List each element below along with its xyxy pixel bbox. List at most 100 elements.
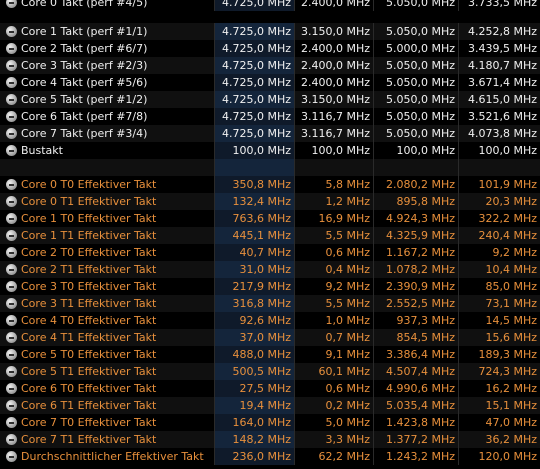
- sensor-label: Core 6 T0 Effektiver Takt: [21, 382, 157, 395]
- table-row[interactable]: Core 4 T0 Effektiver Takt 92,6 MHz 1,0 M…: [0, 312, 540, 329]
- table-row[interactable]: Core 6 T1 Effektiver Takt 19,4 MHz 0,2 M…: [0, 397, 540, 414]
- table-row[interactable]: Core 5 Takt (perf #1/2) 4.725,0 MHz 3.15…: [0, 91, 540, 108]
- collapse-minus-icon[interactable]: [6, 77, 17, 88]
- collapse-minus-icon[interactable]: [6, 434, 17, 445]
- current-value: 500,5 MHz: [214, 363, 294, 380]
- collapse-minus-icon[interactable]: [6, 451, 17, 462]
- max-value: 5.050,0 MHz: [373, 125, 458, 142]
- table-row[interactable]: Core 7 T1 Effektiver Takt 148,2 MHz 3,3 …: [0, 431, 540, 448]
- min-value: 9,1 MHz: [294, 346, 373, 363]
- collapse-minus-icon[interactable]: [6, 247, 17, 258]
- max-value: 100,0 MHz: [373, 142, 458, 159]
- sensor-label: Core 7 T1 Effektiver Takt: [21, 433, 157, 446]
- collapse-minus-icon[interactable]: [6, 0, 17, 8]
- table-row[interactable]: Core 4 Takt (perf #5/6) 4.725,0 MHz 2.40…: [0, 74, 540, 91]
- current-value: 92,6 MHz: [214, 312, 294, 329]
- collapse-minus-icon[interactable]: [6, 43, 17, 54]
- table-row[interactable]: Core 3 Takt (perf #2/3) 4.725,0 MHz 2.40…: [0, 57, 540, 74]
- avg-value: 4.615,0 MHz: [458, 91, 540, 108]
- max-value: 1.078,2 MHz: [373, 261, 458, 278]
- collapse-minus-icon[interactable]: [6, 264, 17, 275]
- collapse-minus-icon[interactable]: [6, 26, 17, 37]
- table-row[interactable]: Core 7 T0 Effektiver Takt 164,0 MHz 5,0 …: [0, 414, 540, 431]
- table-row[interactable]: Core 6 Takt (perf #7/8) 4.725,0 MHz 3.11…: [0, 108, 540, 125]
- table-row[interactable]: Core 0 Takt (perf #4/5) 4.725,0 MHz 2.40…: [0, 0, 540, 11]
- table-row[interactable]: Core 6 T0 Effektiver Takt 27,5 MHz 0,6 M…: [0, 380, 540, 397]
- collapse-minus-icon[interactable]: [6, 111, 17, 122]
- table-row[interactable]: Core 3 T1 Effektiver Takt 316,8 MHz 5,5 …: [0, 295, 540, 312]
- min-value: 0,6 MHz: [294, 244, 373, 261]
- collapse-minus-icon[interactable]: [6, 213, 17, 224]
- current-value: 4.725,0 MHz: [214, 108, 294, 125]
- max-value: 4.924,3 MHz: [373, 210, 458, 227]
- current-value: 19,4 MHz: [214, 397, 294, 414]
- sensor-label: Core 4 T1 Effektiver Takt: [21, 331, 157, 344]
- min-value: 100,0 MHz: [294, 142, 373, 159]
- current-value: 4.725,0 MHz: [214, 125, 294, 142]
- collapse-minus-icon[interactable]: [6, 400, 17, 411]
- collapse-minus-icon[interactable]: [6, 332, 17, 343]
- max-value: 4.325,9 MHz: [373, 227, 458, 244]
- sensor-label: Core 3 T0 Effektiver Takt: [21, 280, 157, 293]
- current-value: 148,2 MHz: [214, 431, 294, 448]
- current-value: 217,9 MHz: [214, 278, 294, 295]
- table-row[interactable]: Bustakt 100,0 MHz 100,0 MHz 100,0 MHz 10…: [0, 142, 540, 159]
- avg-value: 724,3 MHz: [458, 363, 540, 380]
- table-row[interactable]: Durchschnittlicher Effektiver Takt 236,0…: [0, 448, 540, 465]
- collapse-minus-icon[interactable]: [6, 128, 17, 139]
- min-value: 0,4 MHz: [294, 261, 373, 278]
- current-value: 763,6 MHz: [214, 210, 294, 227]
- collapse-minus-icon[interactable]: [6, 298, 17, 309]
- collapse-minus-icon[interactable]: [6, 417, 17, 428]
- max-value: 2.390,9 MHz: [373, 278, 458, 295]
- collapse-minus-icon[interactable]: [6, 383, 17, 394]
- table-row[interactable]: Core 4 T1 Effektiver Takt 37,0 MHz 0,7 M…: [0, 329, 540, 346]
- min-value: 2.400,0 MHz: [294, 40, 373, 57]
- table-row[interactable]: Core 0 T0 Effektiver Takt 350,8 MHz 5,8 …: [0, 176, 540, 193]
- table-row[interactable]: Core 0 T1 Effektiver Takt 132,4 MHz 1,2 …: [0, 193, 540, 210]
- collapse-minus-icon[interactable]: [6, 60, 17, 71]
- table-row[interactable]: Core 2 T0 Effektiver Takt 40,7 MHz 0,6 M…: [0, 244, 540, 261]
- max-value: 5.000,0 MHz: [373, 40, 458, 57]
- sensor-label: Core 6 Takt (perf #7/8): [21, 110, 148, 123]
- min-value: 1,0 MHz: [294, 312, 373, 329]
- current-value: 488,0 MHz: [214, 346, 294, 363]
- current-value: 4.725,0 MHz: [214, 23, 294, 40]
- table-row[interactable]: Core 7 Takt (perf #3/4) 4.725,0 MHz 3.11…: [0, 125, 540, 142]
- collapse-minus-icon[interactable]: [6, 281, 17, 292]
- max-value: 1.243,2 MHz: [373, 448, 458, 465]
- max-value: 1.167,2 MHz: [373, 244, 458, 261]
- avg-value: 73,1 MHz: [458, 295, 540, 312]
- collapse-minus-icon[interactable]: [6, 366, 17, 377]
- avg-value: 322,2 MHz: [458, 210, 540, 227]
- collapse-minus-icon[interactable]: [6, 230, 17, 241]
- table-row[interactable]: Core 1 T0 Effektiver Takt 763,6 MHz 16,9…: [0, 210, 540, 227]
- collapse-minus-icon[interactable]: [6, 145, 17, 156]
- table-row[interactable]: Core 1 T1 Effektiver Takt 445,1 MHz 5,5 …: [0, 227, 540, 244]
- collapse-minus-icon[interactable]: [6, 315, 17, 326]
- table-row[interactable]: Core 3 T0 Effektiver Takt 217,9 MHz 9,2 …: [0, 278, 540, 295]
- table-row[interactable]: Core 5 T1 Effektiver Takt 500,5 MHz 60,1…: [0, 363, 540, 380]
- current-value: 4.725,0 MHz: [214, 57, 294, 74]
- collapse-minus-icon[interactable]: [6, 179, 17, 190]
- max-value: 2.080,2 MHz: [373, 176, 458, 193]
- sensor-label: Core 3 T1 Effektiver Takt: [21, 297, 157, 310]
- sensor-label: Bustakt: [21, 144, 63, 157]
- sensor-label: Core 5 Takt (perf #1/2): [21, 93, 148, 106]
- table-row[interactable]: Core 5 T0 Effektiver Takt 488,0 MHz 9,1 …: [0, 346, 540, 363]
- avg-value: 3.521,6 MHz: [458, 108, 540, 125]
- min-value: 0,2 MHz: [294, 397, 373, 414]
- sensor-label: Core 7 T0 Effektiver Takt: [21, 416, 157, 429]
- avg-value: 189,3 MHz: [458, 346, 540, 363]
- collapse-minus-icon[interactable]: [6, 94, 17, 105]
- current-value: 350,8 MHz: [214, 176, 294, 193]
- table-row[interactable]: Core 2 Takt (perf #6/7) 4.725,0 MHz 2.40…: [0, 40, 540, 57]
- collapse-minus-icon[interactable]: [6, 349, 17, 360]
- table-row[interactable]: Core 2 T1 Effektiver Takt 31,0 MHz 0,4 M…: [0, 261, 540, 278]
- min-value: 3.150,0 MHz: [294, 23, 373, 40]
- avg-value: 3.733,5 MHz: [458, 0, 540, 11]
- table-row[interactable]: Core 1 Takt (perf #1/1) 4.725,0 MHz 3.15…: [0, 23, 540, 40]
- max-value: 5.050,0 MHz: [373, 108, 458, 125]
- collapse-minus-icon[interactable]: [6, 196, 17, 207]
- min-value: 2.400,0 MHz: [294, 0, 373, 11]
